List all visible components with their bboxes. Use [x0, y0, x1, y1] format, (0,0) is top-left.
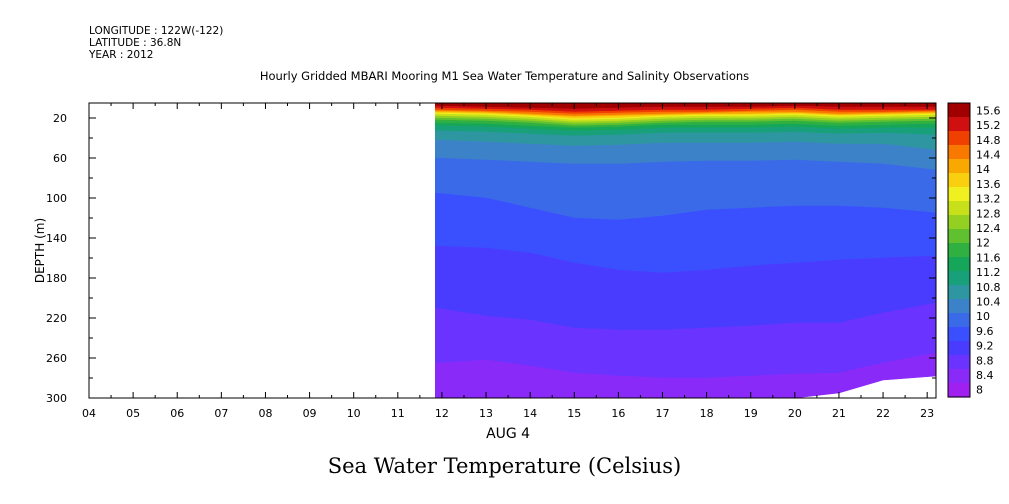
colorbar-swatch — [948, 103, 970, 118]
x-tick-label: 23 — [920, 407, 934, 420]
colorbar-swatch — [948, 383, 970, 398]
x-tick-label: 15 — [567, 407, 581, 420]
colorbar-swatch — [948, 131, 970, 146]
colorbar-label: 11.2 — [976, 266, 1001, 279]
y-tick-label: 180 — [46, 272, 67, 285]
x-tick-label: 06 — [170, 407, 184, 420]
x-tick-label: 19 — [744, 407, 758, 420]
colorbar-label: 10 — [976, 310, 990, 323]
y-tick-label: 100 — [46, 192, 67, 205]
heatmap-area — [434, 102, 937, 399]
plot-title: Hourly Gridded MBARI Mooring M1 Sea Wate… — [259, 69, 750, 83]
x-tick-label: 09 — [303, 407, 317, 420]
colorbar-swatch — [948, 285, 970, 300]
colorbar-swatch — [948, 257, 970, 272]
colorbar-label: 11.6 — [976, 251, 1001, 264]
colorbar-label: 9.2 — [976, 340, 994, 353]
x-tick-label: 21 — [832, 407, 846, 420]
longitude-label: LONGITUDE : 122W(-122) — [89, 25, 224, 37]
colorbar-swatch — [948, 229, 970, 244]
colorbar-label: 12 — [976, 237, 990, 250]
colorbar-label: 8.4 — [976, 369, 994, 382]
x-tick-label: 14 — [523, 407, 537, 420]
colorbar-swatch — [948, 215, 970, 230]
colorbar-swatch — [948, 313, 970, 328]
x-tick-label: 13 — [479, 407, 493, 420]
x-tick-label: 07 — [214, 407, 228, 420]
y-axis-label: DEPTH (m) — [33, 218, 47, 283]
colorbar-label: 10.4 — [976, 295, 1001, 308]
year-label: YEAR : 2012 — [89, 49, 154, 61]
colorbar-label: 13.6 — [976, 178, 1001, 191]
x-tick-label: 20 — [788, 407, 802, 420]
colorbar-swatch — [948, 201, 970, 216]
y-tick-label: 140 — [46, 232, 67, 245]
colorbar-swatch — [948, 187, 970, 202]
colorbar-swatch — [948, 117, 970, 132]
colorbar-swatch — [948, 145, 970, 160]
colorbar-label: 8.8 — [976, 354, 994, 367]
colorbar-label: 14 — [976, 163, 990, 176]
colorbar-label: 15.6 — [976, 104, 1001, 117]
y-tick-label: 220 — [46, 312, 67, 325]
x-tick-label: 17 — [655, 407, 669, 420]
x-tick-label: 22 — [876, 407, 890, 420]
colorbar-frame — [947, 102, 971, 398]
colorbar-label: 12.4 — [976, 222, 1001, 235]
plot-frame — [88, 102, 937, 399]
x-tick-label: 12 — [435, 407, 449, 420]
colorbar-swatch — [948, 341, 970, 356]
colorbar-swatch — [948, 271, 970, 286]
x-tick-label: 16 — [611, 407, 625, 420]
x-tick-label: 11 — [391, 407, 405, 420]
variable-title: Sea Water Temperature (Celsius) — [327, 454, 682, 478]
colorbar: 8 8.4 8.89.2 9.6 10 10.410.8 11.2 11.612 12.4 12.… — [947, 102, 1001, 398]
x-axis-label: AUG 4 — [486, 426, 530, 442]
x-tick-label: 05 — [126, 407, 140, 420]
colorbar-swatch — [948, 369, 970, 384]
x-tick-label: 04 — [82, 407, 96, 420]
colorbar-label: 8 — [976, 384, 983, 397]
x-tick-label: 10 — [347, 407, 361, 420]
colorbar-label: 10.8 — [976, 281, 1001, 294]
x-tick-label: 08 — [258, 407, 272, 420]
colorbar-label: 14.8 — [976, 134, 1001, 147]
colorbar-swatch — [948, 299, 970, 314]
y-tick-label: 300 — [46, 392, 67, 405]
colorbar-label: 9.6 — [976, 325, 994, 338]
latitude-label: LATITUDE : 36.8N — [89, 37, 182, 49]
x-tick-label: 18 — [700, 407, 714, 420]
colorbar-label: 15.2 — [976, 119, 1001, 132]
y-tick-label: 60 — [53, 152, 67, 165]
colorbar-label: 13.2 — [976, 193, 1001, 206]
y-tick-label: 20 — [53, 112, 67, 125]
colorbar-swatch — [948, 355, 970, 370]
y-axis: 20 60 100 140 180 220 260 300 — [46, 112, 936, 405]
colorbar-label: 14.4 — [976, 148, 1001, 161]
colorbar-swatch — [948, 243, 970, 258]
colorbar-swatch — [948, 173, 970, 188]
colorbar-swatch — [948, 159, 970, 174]
colorbar-label: 12.8 — [976, 207, 1001, 220]
colorbar-swatch — [948, 327, 970, 342]
y-tick-label: 260 — [46, 352, 67, 365]
